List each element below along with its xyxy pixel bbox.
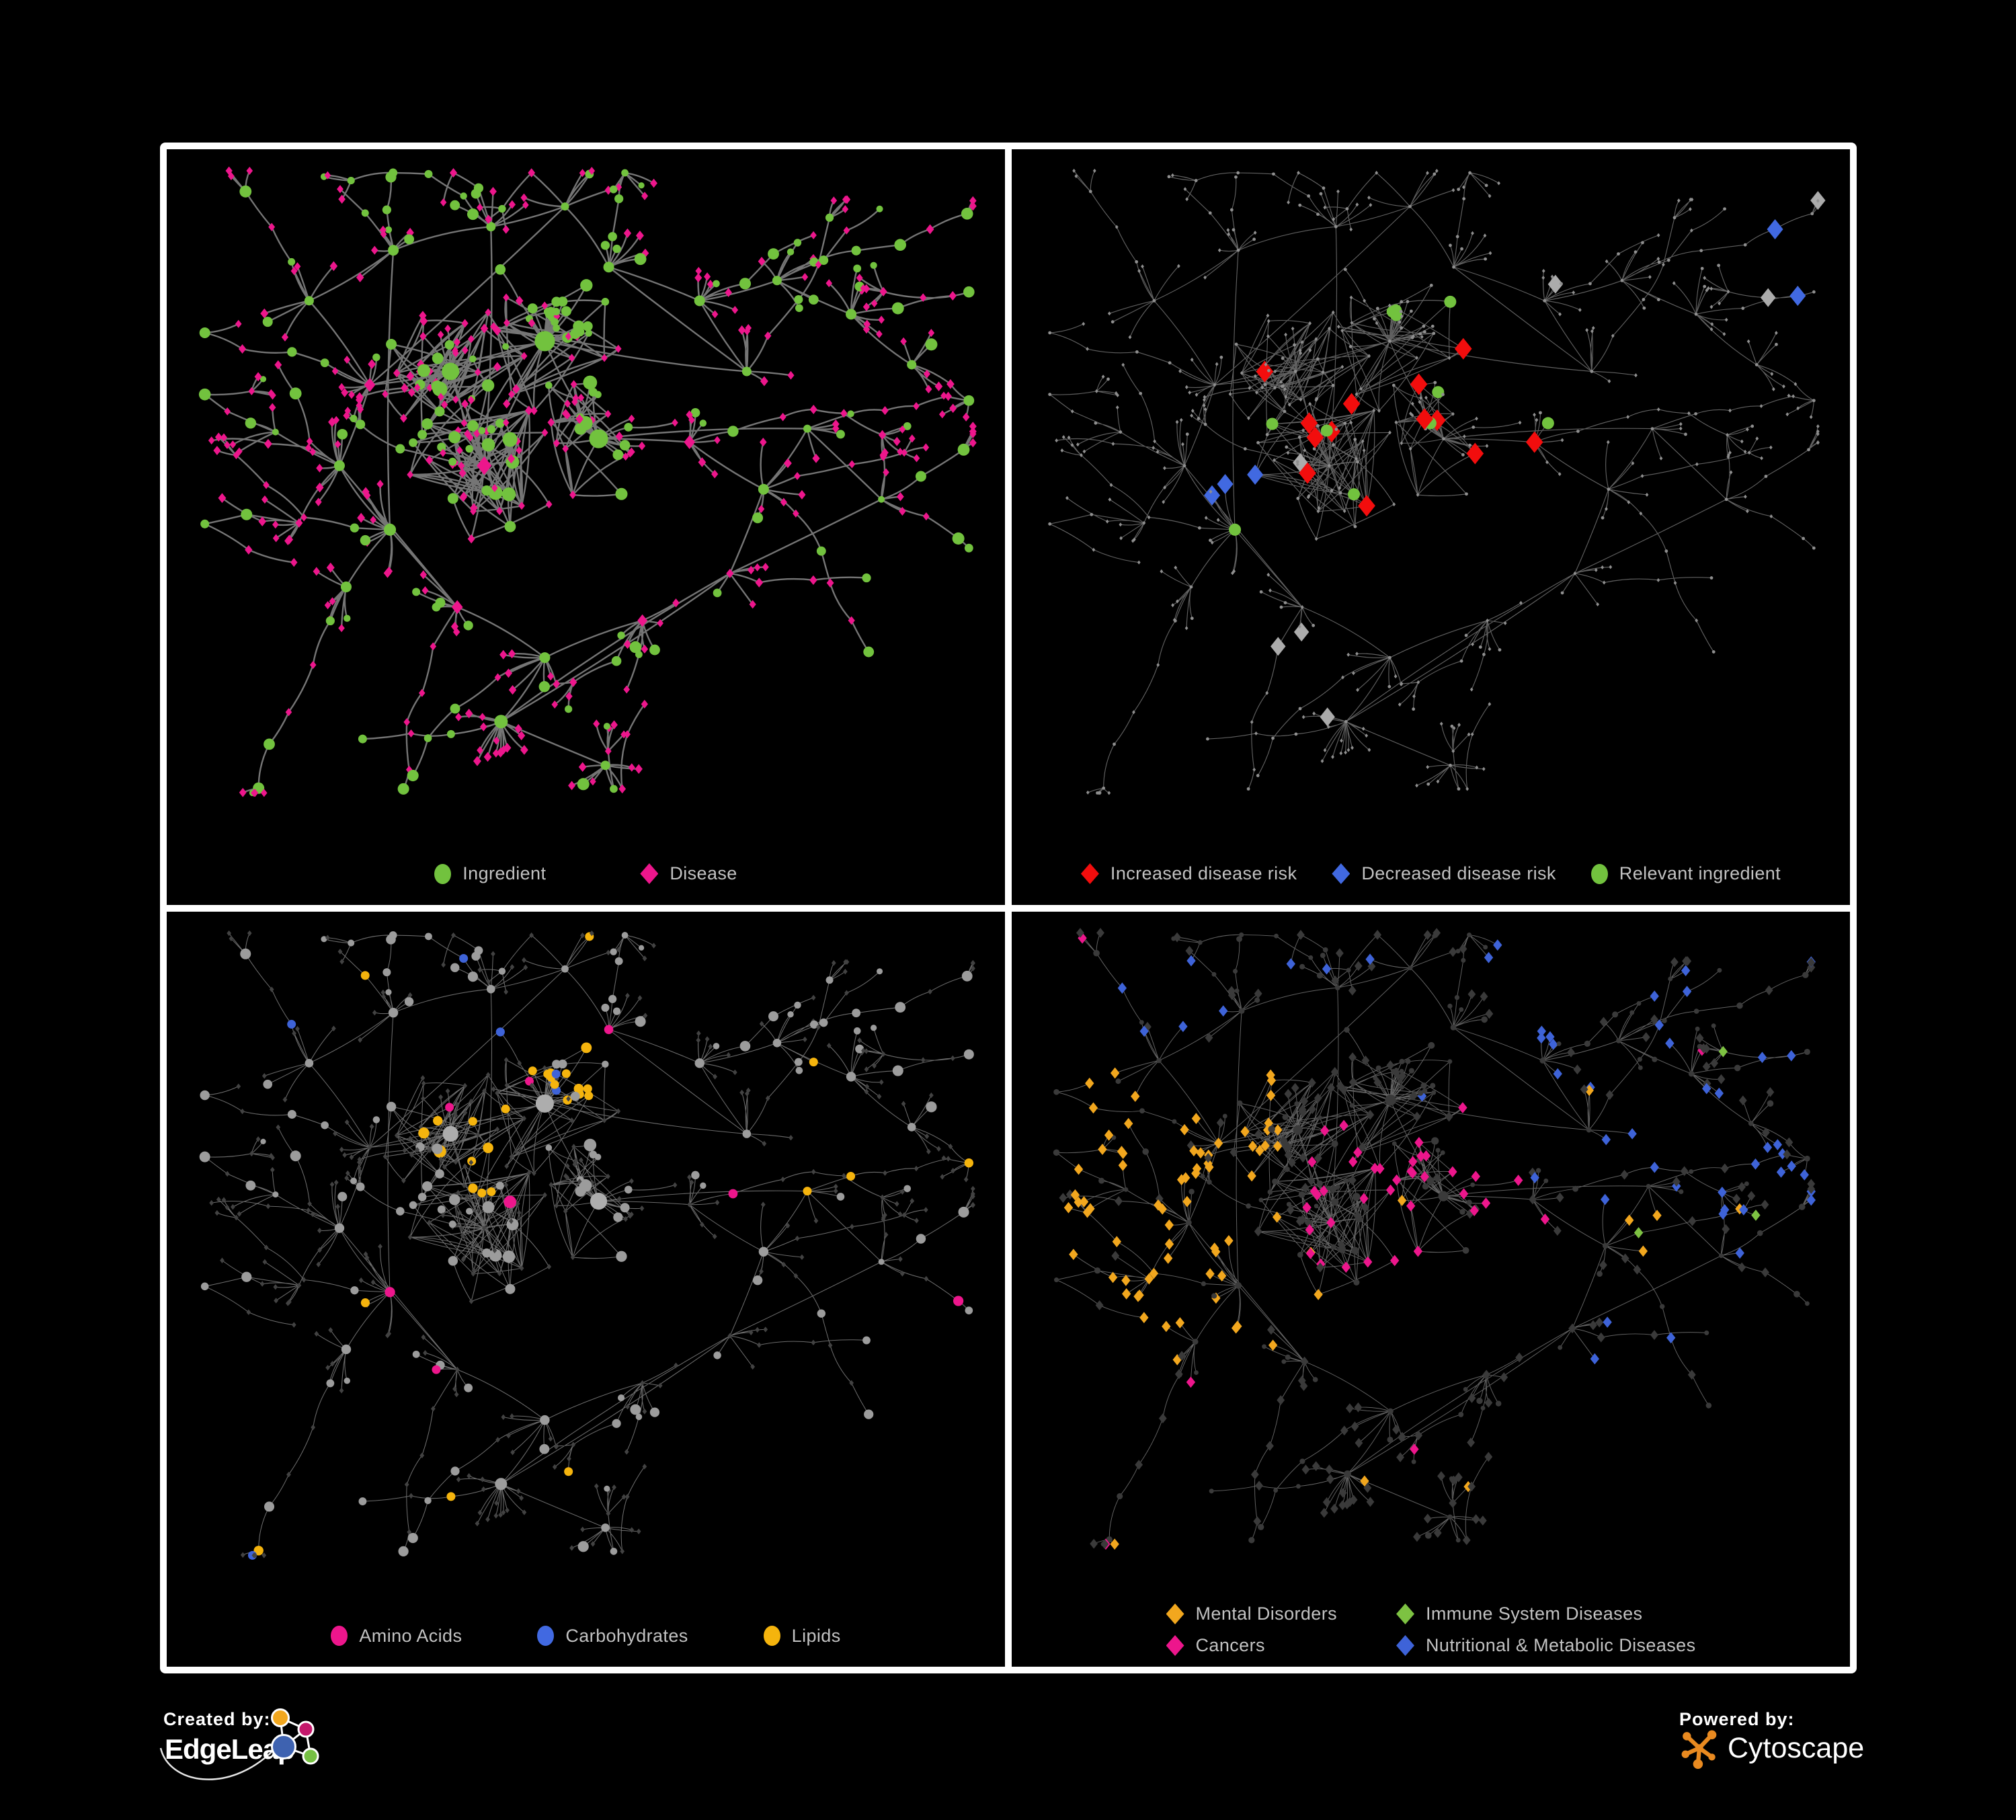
legend-swatch-diamond — [1332, 863, 1350, 884]
graph-nodes — [1053, 927, 1816, 1550]
legend-swatch-diamond — [1396, 1604, 1414, 1624]
legend-label: Lipids — [791, 1625, 841, 1646]
legend-item: Amino Acids — [331, 1626, 462, 1647]
cytoscape-credit: Powered by: Cytoscape — [1679, 1709, 1988, 1817]
legend-swatch-diamond — [1166, 1635, 1184, 1656]
panel-grid: Ingredient Disease Increased disease risk… — [160, 143, 1857, 1673]
legend-swatch-circle — [763, 1626, 780, 1646]
legend-swatch-diamond — [1080, 863, 1099, 884]
legend-label: Increased disease risk — [1110, 863, 1297, 883]
edgeleap-credit: Created by: EdgeLeap — [159, 1708, 513, 1817]
legend-label: Nutritional & Metabolic Diseases — [1426, 1635, 1696, 1655]
edgeleap-logo-icon — [159, 1708, 319, 1780]
legend-swatch-circle — [537, 1626, 555, 1646]
legend-item: Immune System Diseases — [1396, 1604, 1642, 1624]
legend-swatch-circle — [1590, 863, 1608, 884]
legend-item: Ingredient — [434, 863, 546, 884]
legend-nutrient-classes: Amino Acids Carbohydrates Lipids — [167, 1605, 1005, 1667]
graph-nodes — [1048, 169, 1826, 795]
legend-label: Mental Disorders — [1195, 1604, 1337, 1624]
edgeleap-swoosh — [159, 1747, 274, 1780]
legend-item: Lipids — [763, 1625, 841, 1647]
legend-item: Nutritional & Metabolic Diseases — [1396, 1635, 1695, 1656]
graph-edges — [204, 933, 973, 1556]
legend-item: Increased disease risk — [1080, 863, 1297, 884]
network-graph-disease-risk — [1048, 169, 1826, 795]
created-by-label: Created by: — [163, 1709, 271, 1729]
panel-disease-categories: Mental Disorders Immune System Diseases Ca… — [1012, 911, 1850, 1667]
cytoscape-wordmark: Cytoscape — [1728, 1732, 1865, 1764]
network-graph-nutrient-classes — [199, 930, 975, 1560]
graph-nodes — [198, 166, 977, 797]
legend-item: Disease — [640, 863, 737, 884]
legend-label: Relevant ingredient — [1619, 863, 1781, 883]
panel-nutrient-classes: Amino Acids Carbohydrates Lipids — [167, 911, 1005, 1667]
panel-disease-risk: Increased disease risk Decreased disease … — [1012, 149, 1850, 905]
legend-ingredient-disease: Ingredient Disease — [167, 843, 1005, 905]
cytoscape-logo-icon — [1681, 1730, 1717, 1769]
legend-swatch-diamond — [1396, 1635, 1414, 1656]
legend-item: Relevant ingredient — [1590, 863, 1781, 884]
legend-item: Carbohydrates — [537, 1626, 688, 1647]
legend-label: Ingredient — [462, 863, 547, 883]
legend-label: Amino Acids — [359, 1625, 462, 1646]
legend-item: Decreased disease risk — [1332, 863, 1556, 884]
graph-nodes — [199, 930, 975, 1560]
legend-swatch-diamond — [1166, 1604, 1184, 1624]
legend-item: Cancers — [1166, 1635, 1265, 1656]
powered-by-label: Powered by: — [1679, 1709, 1795, 1729]
legend-item: Mental Disorders — [1166, 1604, 1337, 1624]
graph-edges — [1049, 170, 1818, 793]
legend-swatch-diamond — [640, 863, 659, 884]
legend-disease-risk: Increased disease risk Decreased disease … — [1012, 843, 1850, 905]
legend-label: Carbohydrates — [565, 1625, 688, 1646]
legend-label: Immune System Diseases — [1426, 1604, 1643, 1624]
network-graph-ingredient-disease — [198, 166, 977, 797]
graph-edges — [204, 170, 974, 794]
legend-label: Decreased disease risk — [1361, 863, 1556, 883]
panel-ingredient-disease: Ingredient Disease — [167, 149, 1005, 905]
legend-swatch-circle — [331, 1626, 348, 1646]
graph-edges — [1056, 932, 1812, 1544]
legend-label: Disease — [670, 863, 737, 883]
legend-swatch-circle — [434, 863, 452, 884]
network-graph-disease-categories — [1053, 927, 1816, 1550]
legend-label: Cancers — [1195, 1635, 1265, 1655]
legend-disease-categories: Mental Disorders Immune System Diseases Ca… — [1012, 1593, 1850, 1667]
